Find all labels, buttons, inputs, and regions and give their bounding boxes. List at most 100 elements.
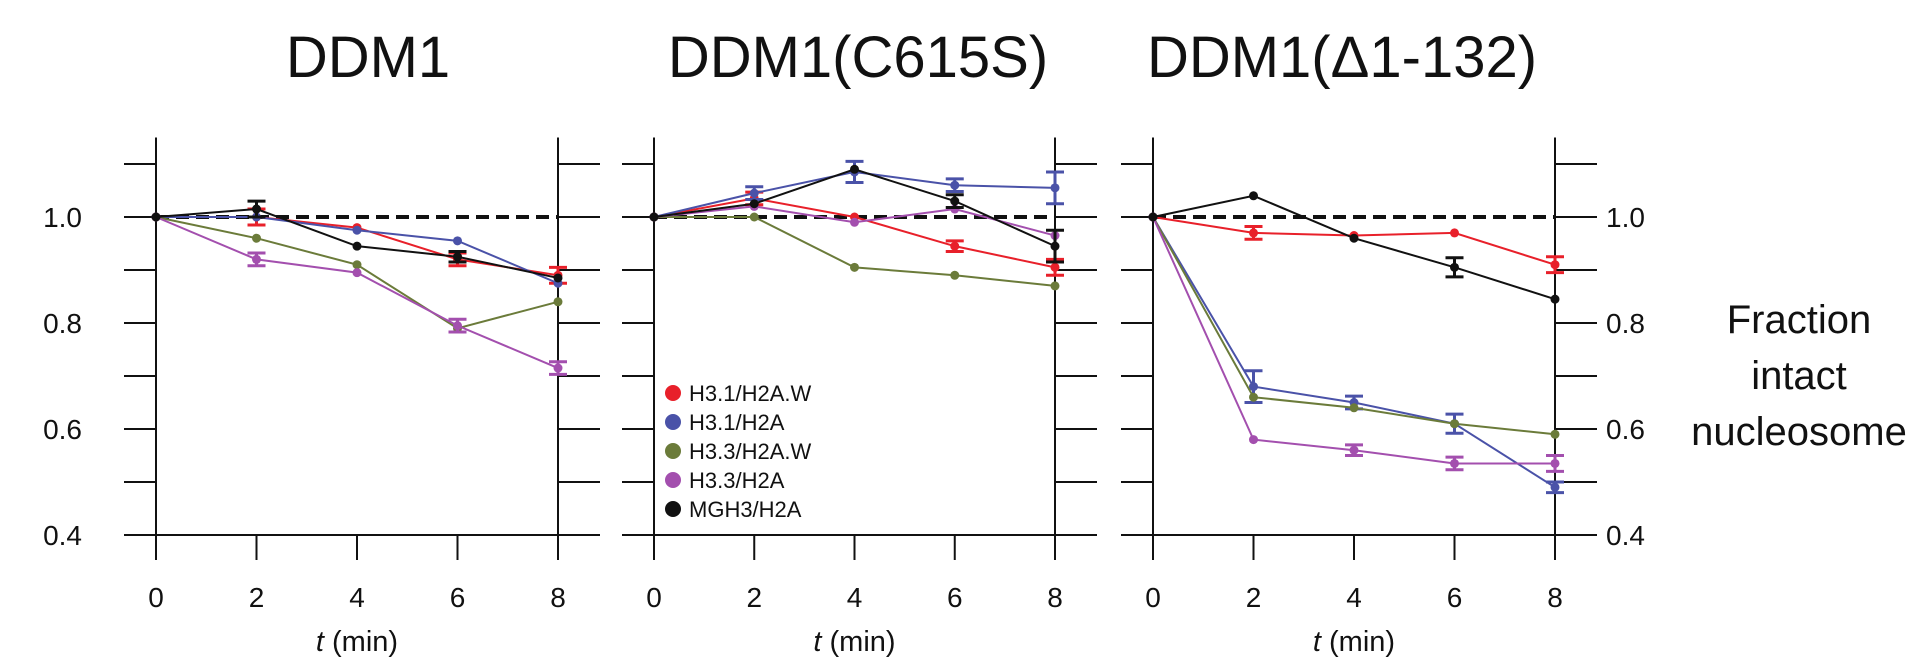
data-point [749,212,759,222]
x-axis-label-unit: (min) [1321,626,1395,658]
data-point [453,236,462,246]
x-tick-label: 0 [646,582,662,613]
y-axis-label-line-2: intact [1751,354,1847,398]
legend: H3.1/H2A.W H3.1/H2A H3.3/H2A.W H3.3/H2A MGH3… [665,381,811,522]
y-tick-label-right: 1.0 [1606,202,1645,233]
x-axis-label-unit: (min) [821,626,895,658]
x-tick-label: 6 [450,582,466,613]
x-axis-label: t (min) [1313,626,1395,658]
data-point [850,217,859,227]
y-tick-label-right: 0.8 [1606,308,1645,339]
y-tick-label-left: 0.4 [43,520,82,551]
data-point [553,363,563,373]
data-point [749,188,759,198]
legend-marker [665,385,681,401]
legend-label: H3.3/H2A [689,468,785,493]
x-tick-label: 2 [1246,582,1262,613]
legend-item: H3.1/H2A [665,410,785,435]
data-point [1249,392,1258,402]
data-point [1450,262,1459,272]
series-h3-1-h2a-w [649,190,1064,277]
y-tick-label-right: 0.6 [1606,414,1645,445]
series-line [1152,194,1556,301]
y-tick-label-left: 0.6 [43,414,82,445]
y-axis-label-line-1: Fraction [1727,298,1872,342]
x-tick-label: 4 [1346,582,1362,613]
y-tick-label-left: 0.8 [43,308,82,339]
x-tick-label: 8 [1547,582,1563,613]
x-axis-label-unit: (min) [324,626,398,658]
data-point [352,225,362,235]
data-point [352,260,362,270]
data-point [252,233,261,243]
data-point [1550,482,1560,492]
y-tick-label-left: 1.0 [43,202,82,233]
legend-marker [665,414,681,430]
legend-marker [665,501,681,517]
panel-title: DDM1(C615S) [668,25,1048,90]
series-mgh3-h2a [649,164,1064,264]
data-point [850,164,859,174]
data-point [1050,183,1060,193]
data-point [1249,228,1258,238]
data-point [453,321,462,331]
data-point [1148,212,1158,222]
legend-marker [665,443,681,459]
data-point [950,270,960,280]
data-point [1050,241,1060,251]
data-point [1249,435,1258,445]
data-point [850,262,859,272]
panel-3: DDM1(Δ1-132) 0.4 0.6 0.8 1.0 0 2 4 6 8 t (min) [1121,25,1645,658]
series-line [155,216,559,369]
data-point [352,241,362,251]
legend-item: H3.1/H2A.W [665,381,811,406]
data-point [1050,281,1060,291]
data-point [649,212,659,222]
data-point [950,180,960,190]
x-tick-label: 8 [1047,582,1063,613]
panel-2: DDM1(C615S) 0 2 4 6 8 t (min) [622,25,1097,658]
legend-label: H3.1/H2A [689,410,785,435]
data-point [1050,262,1060,272]
data-point [749,199,759,209]
legend-marker [665,472,681,488]
series-mgh3-h2a [1148,191,1560,304]
data-point [950,241,960,251]
x-tick-label: 4 [349,582,365,613]
series-h3-1-h2a-w [1148,212,1564,275]
x-tick-label: 8 [550,582,566,613]
series-h3-3-h2a [151,212,567,376]
x-axis-label: t (min) [813,626,895,658]
data-point [1349,233,1359,243]
data-point [1550,260,1560,270]
x-tick-label: 2 [746,582,762,613]
series-h3-3-h2a [1148,212,1564,473]
series-mgh3-h2a [151,199,563,283]
x-axis-label: t (min) [316,626,398,658]
data-point [252,254,261,264]
panel-title: DDM1 [286,25,450,90]
y-axis-label-line-3: nucleosome [1691,410,1907,454]
data-point [1249,382,1258,392]
data-point [1349,403,1359,413]
data-point [453,252,462,262]
x-axis-label-var: t [813,626,823,658]
series-line [654,216,1056,287]
data-point [553,297,563,307]
data-point [950,196,960,206]
series-line [1152,216,1555,465]
data-point [1550,429,1560,439]
legend-label: H3.1/H2A.W [689,381,811,406]
data-point [1450,419,1459,429]
data-point [252,204,261,214]
y-tick-label-right: 0.4 [1606,520,1645,551]
data-point [1249,191,1258,201]
data-point [553,273,563,283]
data-point [1550,458,1560,468]
panel-1: DDM1 0.4 0.6 0.8 1.0 0 2 4 6 8 t (min) [43,25,600,658]
x-axis-label-var: t [1313,626,1323,658]
data-point [1349,445,1359,455]
legend-item: H3.3/H2A [665,468,785,493]
panel-title: DDM1(Δ1-132) [1147,25,1537,90]
